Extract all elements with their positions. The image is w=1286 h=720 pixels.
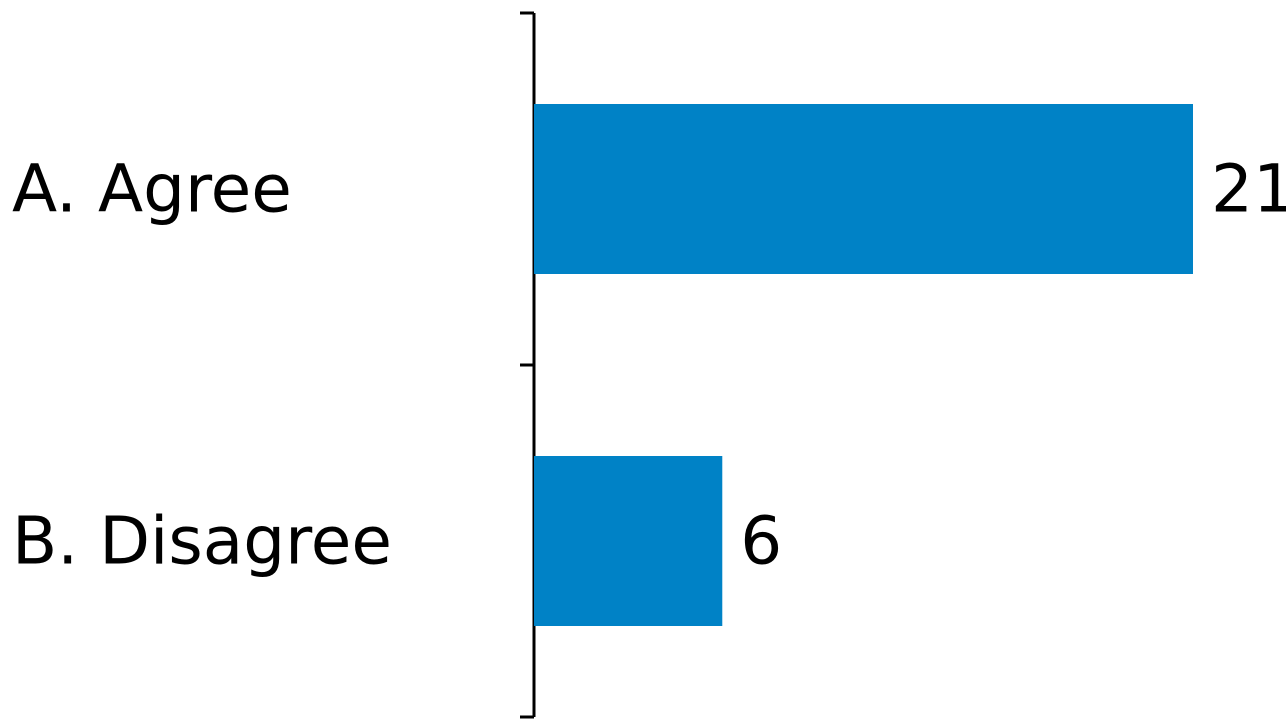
y-axis xyxy=(520,11,536,719)
category-label-2: B. Disagree xyxy=(12,503,392,580)
value-label-2: 6 xyxy=(740,503,782,580)
value-label-1: 21 xyxy=(1211,151,1286,228)
bar-2 xyxy=(534,456,723,626)
labels: A. Agree 21 B. Disagree 6 xyxy=(12,151,1286,580)
bar-1 xyxy=(534,104,1193,274)
category-label-1: A. Agree xyxy=(12,151,292,228)
bars xyxy=(534,104,1193,626)
